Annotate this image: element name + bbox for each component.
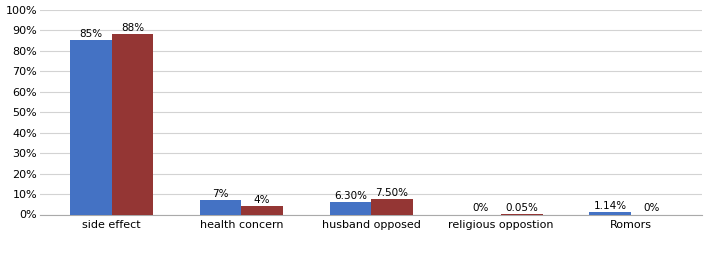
Bar — [241, 206, 283, 214]
Text: 6.30%: 6.30% — [334, 191, 367, 200]
Text: 0.05%: 0.05% — [506, 204, 538, 213]
Text: 4%: 4% — [254, 195, 270, 205]
Bar — [200, 200, 241, 214]
Text: 88%: 88% — [121, 23, 144, 33]
Bar — [70, 40, 112, 214]
Text: 0%: 0% — [644, 204, 660, 213]
Bar — [330, 202, 371, 214]
Bar — [371, 199, 413, 214]
Text: 7.50%: 7.50% — [375, 188, 409, 198]
Bar — [589, 212, 631, 214]
Text: 0%: 0% — [472, 204, 489, 213]
Text: 1.14%: 1.14% — [593, 201, 627, 211]
Text: 7%: 7% — [212, 189, 229, 199]
Text: 85%: 85% — [79, 29, 103, 39]
Bar — [112, 34, 153, 214]
